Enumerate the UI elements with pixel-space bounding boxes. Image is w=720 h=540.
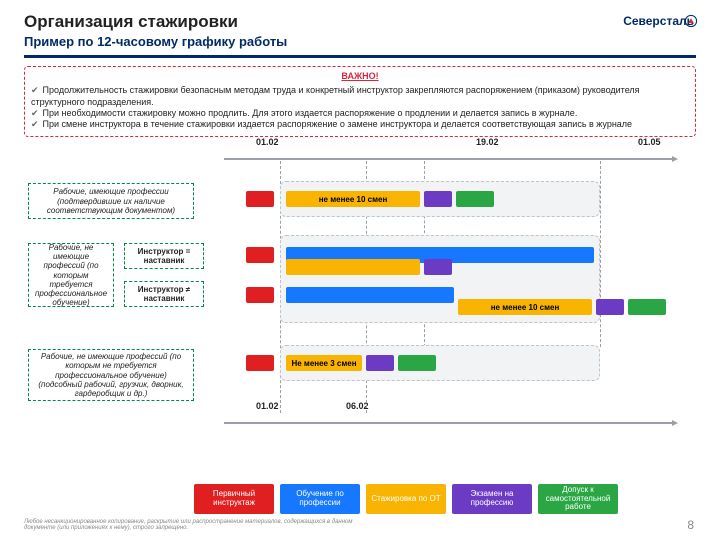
logo-icon (684, 14, 698, 28)
row-label: Рабочие, имеющие профессии (подтвердивши… (28, 183, 194, 219)
gridline (600, 161, 601, 347)
legend-item: Экзамен на профессию (452, 484, 532, 514)
date-label: 01.02 (256, 401, 279, 411)
timeline-bar (424, 259, 452, 275)
timeline-chart: 01.0219.0201.0501.0206.02Рабочие, имеющи… (24, 147, 696, 437)
page-subtitle: Пример по 12-часовому графику работы (24, 34, 696, 49)
row-label: Рабочие, не имеющие профессий (по которы… (28, 243, 114, 307)
timeline-bar (628, 299, 666, 315)
sub-label: Инструктор = наставник (124, 243, 204, 269)
legend-item: Первичный инструктаж (194, 484, 274, 514)
timeline-bar (286, 287, 454, 303)
page-title: Организация стажировки (24, 12, 696, 32)
legend-item: Стажировка по ОТ (366, 484, 446, 514)
timeline-axis (224, 149, 678, 155)
page-number: 8 (687, 518, 694, 532)
timeline-bar: Не менее 3 смен (286, 355, 362, 371)
timeline-bar (398, 355, 436, 371)
timeline-bar (246, 287, 274, 303)
timeline-bar: не менее 10 смен (286, 191, 420, 207)
timeline-bar (246, 191, 274, 207)
date-label: 01.02 (256, 137, 279, 147)
warning-item: Продолжительность стажировки безопасным … (31, 85, 689, 108)
warning-box: ВАЖНО! Продолжительность стажировки безо… (24, 66, 696, 137)
footer-disclaimer: Любое несанкционированное копирование, р… (24, 519, 384, 532)
warning-item: При смене инструктора в течение стажиров… (31, 119, 689, 130)
warning-title: ВАЖНО! (31, 71, 689, 82)
timeline-bar: не менее 10 смен (458, 299, 592, 315)
legend-item: Допуск к самостоятельной работе (538, 484, 618, 514)
date-label: 19.02 (476, 137, 499, 147)
title-underline (24, 55, 696, 58)
date-label: 01.05 (638, 137, 661, 147)
warning-list: Продолжительность стажировки безопасным … (31, 85, 689, 130)
timeline-bar (366, 355, 394, 371)
timeline-bar (424, 191, 452, 207)
legend: Первичный инструктажОбучение по професси… (194, 484, 618, 514)
timeline-axis (224, 413, 678, 419)
timeline-bar (246, 355, 274, 371)
slide: Организация стажировки Пример по 12-часо… (0, 0, 720, 540)
timeline-bar (246, 247, 274, 263)
warning-item: При необходимости стажировку можно продл… (31, 108, 689, 119)
timeline-bar (596, 299, 624, 315)
row-label: Рабочие, не имеющие профессий (по которы… (28, 349, 194, 401)
sub-label: Инструктор ≠ наставник (124, 281, 204, 307)
timeline-bar (456, 191, 494, 207)
legend-item: Обучение по профессии (280, 484, 360, 514)
timeline-bar (286, 259, 420, 275)
